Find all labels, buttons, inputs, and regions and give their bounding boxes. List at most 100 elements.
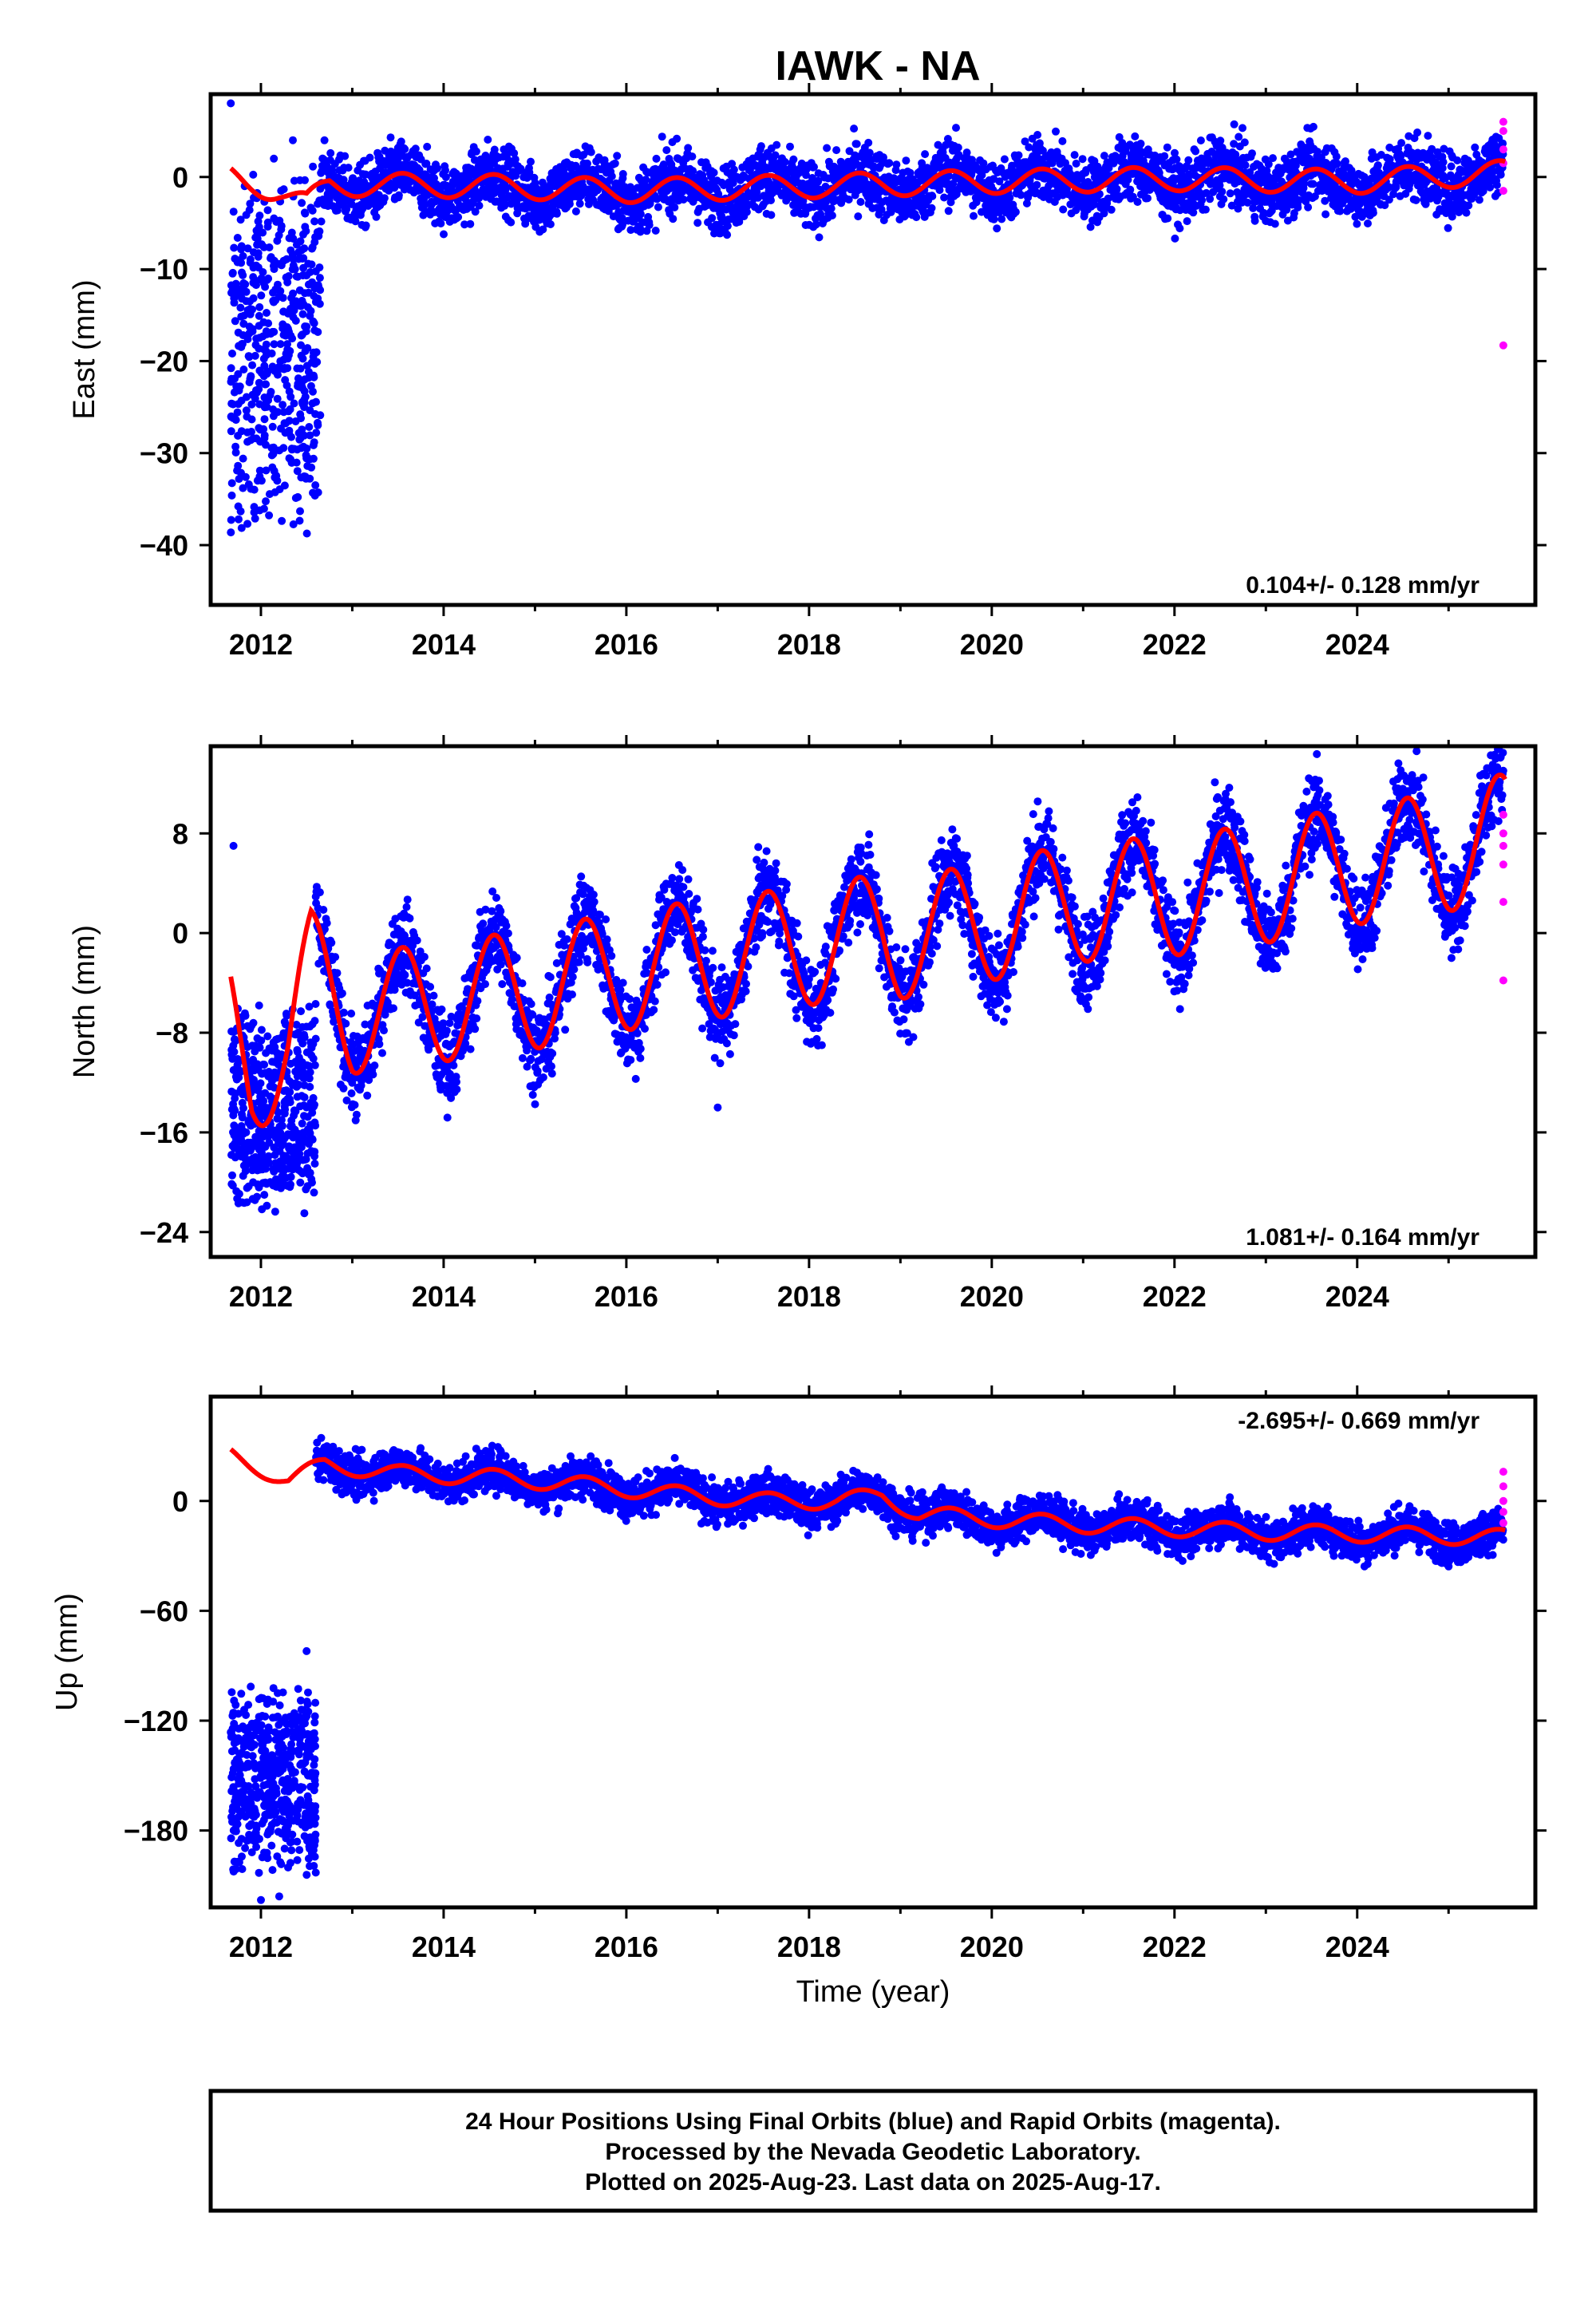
east-final-point [1294, 204, 1302, 211]
north-final-point [284, 1164, 293, 1173]
y-tick-label: 0 [172, 161, 188, 194]
east-final-point [309, 454, 318, 463]
east-final-point [227, 99, 235, 108]
east-final-point [441, 166, 449, 175]
east-final-point [729, 179, 737, 188]
north-final-point [227, 1180, 236, 1188]
east-final-point [1144, 194, 1152, 203]
east-final-point [237, 242, 246, 251]
north-final-point [244, 1182, 253, 1191]
east-final-point [1107, 205, 1116, 214]
east-final-point [1219, 195, 1228, 204]
east-final-point [810, 163, 818, 172]
east-final-point [306, 306, 315, 315]
east-final-point [1025, 143, 1033, 152]
y-tick-label: −20 [140, 345, 188, 377]
north-final-point [230, 1048, 239, 1056]
north-final-point [300, 1112, 308, 1120]
east-final-point [575, 200, 584, 208]
east-final-point [832, 146, 841, 155]
east-final-point [289, 136, 297, 144]
east-final-point [298, 310, 307, 318]
east-final-point [245, 322, 254, 331]
north-final-point [227, 1087, 236, 1096]
east-final-point [289, 520, 298, 528]
east-final-point [259, 268, 267, 276]
north-final-point [232, 1187, 241, 1196]
east-final-point [255, 506, 264, 515]
north-final-point [327, 939, 336, 947]
east-final-point [277, 187, 286, 195]
east-final-point [565, 200, 574, 208]
east-final-point [308, 243, 317, 251]
east-final-point [693, 219, 702, 227]
east-final-point [291, 494, 300, 502]
east-rate-label: 0.104+/- 0.128 mm/yr [1246, 572, 1479, 599]
east-final-point [262, 497, 270, 506]
north-final-point [283, 1130, 292, 1139]
north-final-point [304, 1136, 313, 1144]
east-final-point [246, 200, 255, 208]
east-final-point [231, 449, 240, 456]
east-final-point [1059, 205, 1068, 214]
east-final-point [501, 186, 510, 195]
north-final-point [256, 1079, 265, 1088]
east-final-point [814, 176, 823, 185]
east-final-point [780, 157, 789, 166]
north-final-point [255, 1134, 263, 1143]
east-final-point [260, 431, 269, 440]
north-final-point [238, 1110, 246, 1118]
east-final-points [227, 99, 1507, 538]
east-final-point [658, 132, 666, 141]
east-final-point [285, 454, 294, 463]
east-final-point [1011, 207, 1020, 216]
east-final-point [1486, 183, 1495, 192]
east-final-point [757, 142, 765, 151]
east-final-point [243, 437, 252, 446]
east-final-point [613, 152, 622, 160]
east-final-point [845, 147, 854, 156]
east-final-point [297, 341, 305, 350]
east-final-point [949, 180, 958, 188]
north-final-point [258, 1205, 267, 1214]
east-final-point [245, 206, 254, 215]
east-final-point [688, 152, 697, 161]
east-final-point [394, 191, 403, 200]
north-final-point [231, 1037, 239, 1045]
east-final-point [267, 349, 276, 358]
north-final-point [342, 1019, 350, 1028]
north-final-point [289, 1148, 298, 1157]
north-final-point [297, 1007, 305, 1016]
east-final-point [1226, 189, 1235, 198]
east-final-point [241, 280, 250, 289]
east-final-point [251, 351, 259, 360]
y-tick-label: −40 [140, 529, 188, 562]
east-final-point [998, 215, 1006, 223]
east-final-point [767, 211, 776, 219]
east-final-point [344, 164, 353, 172]
east-final-point [490, 145, 499, 154]
east-final-point [1364, 219, 1372, 227]
north-final-point [252, 1042, 261, 1051]
east-final-point [285, 429, 294, 437]
east-final-point [294, 379, 302, 388]
north-final-point [248, 1166, 257, 1175]
east-final-point [316, 411, 325, 420]
east-final-point [317, 217, 326, 226]
east-final-point [1133, 198, 1142, 206]
east-final-point [239, 251, 247, 260]
east-final-point [260, 393, 269, 401]
east-final-point [454, 213, 463, 221]
east-final-point [304, 367, 313, 376]
east-final-point [301, 209, 310, 218]
east-final-point [290, 176, 298, 185]
east-final-point [252, 261, 260, 270]
north-final-point [262, 1154, 270, 1163]
east-final-point [945, 172, 954, 180]
east-final-point [767, 196, 775, 204]
east-final-point [227, 281, 235, 290]
east-final-point [227, 528, 235, 537]
east-final-point [1336, 207, 1345, 215]
north-final-point [322, 919, 331, 927]
east-final-point [1021, 137, 1029, 146]
